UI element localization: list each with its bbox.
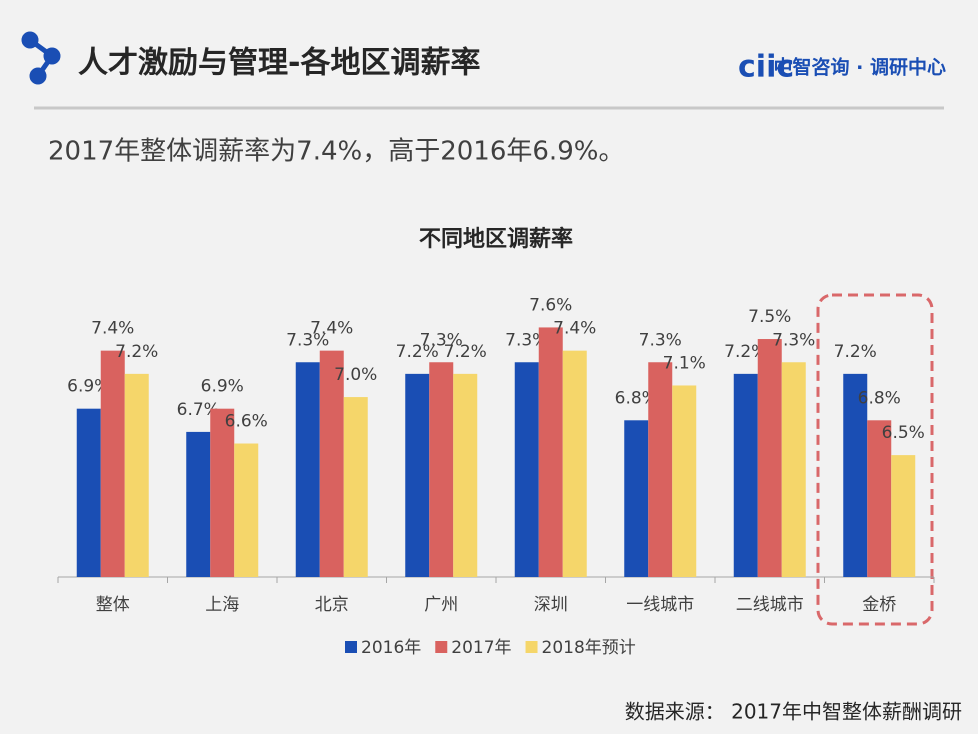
- legend-swatch: [435, 641, 448, 653]
- legend-swatch: [525, 641, 538, 653]
- data-label: 7.3%: [639, 330, 682, 350]
- bar: [319, 350, 344, 577]
- data-label: 7.3%: [420, 330, 463, 350]
- bar: [295, 362, 320, 577]
- bar: [562, 350, 587, 577]
- data-label: 7.2%: [396, 342, 439, 362]
- bar: [100, 350, 125, 577]
- data-label: 7.4%: [91, 319, 134, 339]
- data-label: 7.0%: [334, 365, 377, 385]
- x-tick-label: 一线城市: [626, 595, 694, 615]
- bar: [648, 362, 673, 577]
- legend-label: 2018年预计: [542, 638, 636, 658]
- bar: [453, 373, 478, 577]
- bar: [186, 431, 211, 577]
- bar: [405, 373, 430, 577]
- bar: [234, 443, 259, 577]
- data-label: 6.9%: [67, 377, 110, 397]
- source: 数据来源： 2017年中智整体薪酬调研: [625, 700, 962, 724]
- page-title: 人才激励与管理-各地区调薪率: [78, 46, 480, 81]
- data-label: 6.6%: [225, 412, 268, 432]
- bar: [733, 373, 758, 577]
- bar: [624, 420, 649, 577]
- bar: [343, 397, 368, 577]
- x-tick-label: 金桥: [862, 595, 896, 615]
- logo-text: 中智咨询 · 调研中心: [774, 56, 946, 79]
- bar: [672, 385, 697, 577]
- x-tick-label: 上海: [205, 595, 239, 615]
- data-label: 6.5%: [882, 423, 925, 443]
- bar: [538, 327, 563, 577]
- data-label: 7.5%: [748, 307, 791, 327]
- data-label: 7.4%: [310, 319, 353, 339]
- x-tick-label: 深圳: [534, 595, 568, 615]
- data-label: 7.3%: [505, 330, 548, 350]
- bar: [76, 408, 101, 577]
- data-label: 6.7%: [177, 400, 220, 420]
- data-label: 7.2%: [834, 342, 877, 362]
- highlight-box: [816, 293, 934, 626]
- data-label: 7.2%: [115, 342, 158, 362]
- data-label: 7.1%: [663, 353, 706, 373]
- legend-swatch: [345, 641, 357, 653]
- data-label: 7.2%: [724, 342, 767, 362]
- bar: [757, 339, 782, 577]
- bar: [843, 373, 868, 577]
- legend-label: 2016年: [361, 638, 421, 658]
- data-label: 7.3%: [286, 330, 329, 350]
- bar: [429, 362, 454, 577]
- x-tick-label: 北京: [315, 595, 349, 615]
- bar: [891, 455, 916, 577]
- x-tick-label: 二线城市: [736, 595, 804, 615]
- legend-label: 2017年: [451, 638, 511, 658]
- data-label: 6.8%: [858, 388, 901, 408]
- data-label: 7.6%: [529, 295, 572, 315]
- summary: 2017年整体调薪率为7.4%，高于2016年6.9%。: [48, 137, 624, 167]
- bar: [514, 362, 539, 577]
- logo-mark: ciic: [738, 50, 794, 85]
- x-tick-label: 整体: [96, 595, 130, 615]
- bar: [124, 373, 149, 577]
- bar: [781, 362, 806, 577]
- chart-title: 不同地区调薪率: [419, 226, 573, 252]
- bar: [867, 420, 892, 577]
- title-icon: [21, 31, 61, 85]
- data-label: 7.3%: [772, 330, 815, 350]
- data-label: 6.9%: [201, 377, 244, 397]
- data-label: 7.2%: [444, 342, 487, 362]
- data-label: 6.8%: [615, 388, 658, 408]
- bar: [210, 408, 235, 577]
- x-tick-label: 广州: [424, 595, 458, 615]
- data-label: 7.4%: [553, 319, 596, 339]
